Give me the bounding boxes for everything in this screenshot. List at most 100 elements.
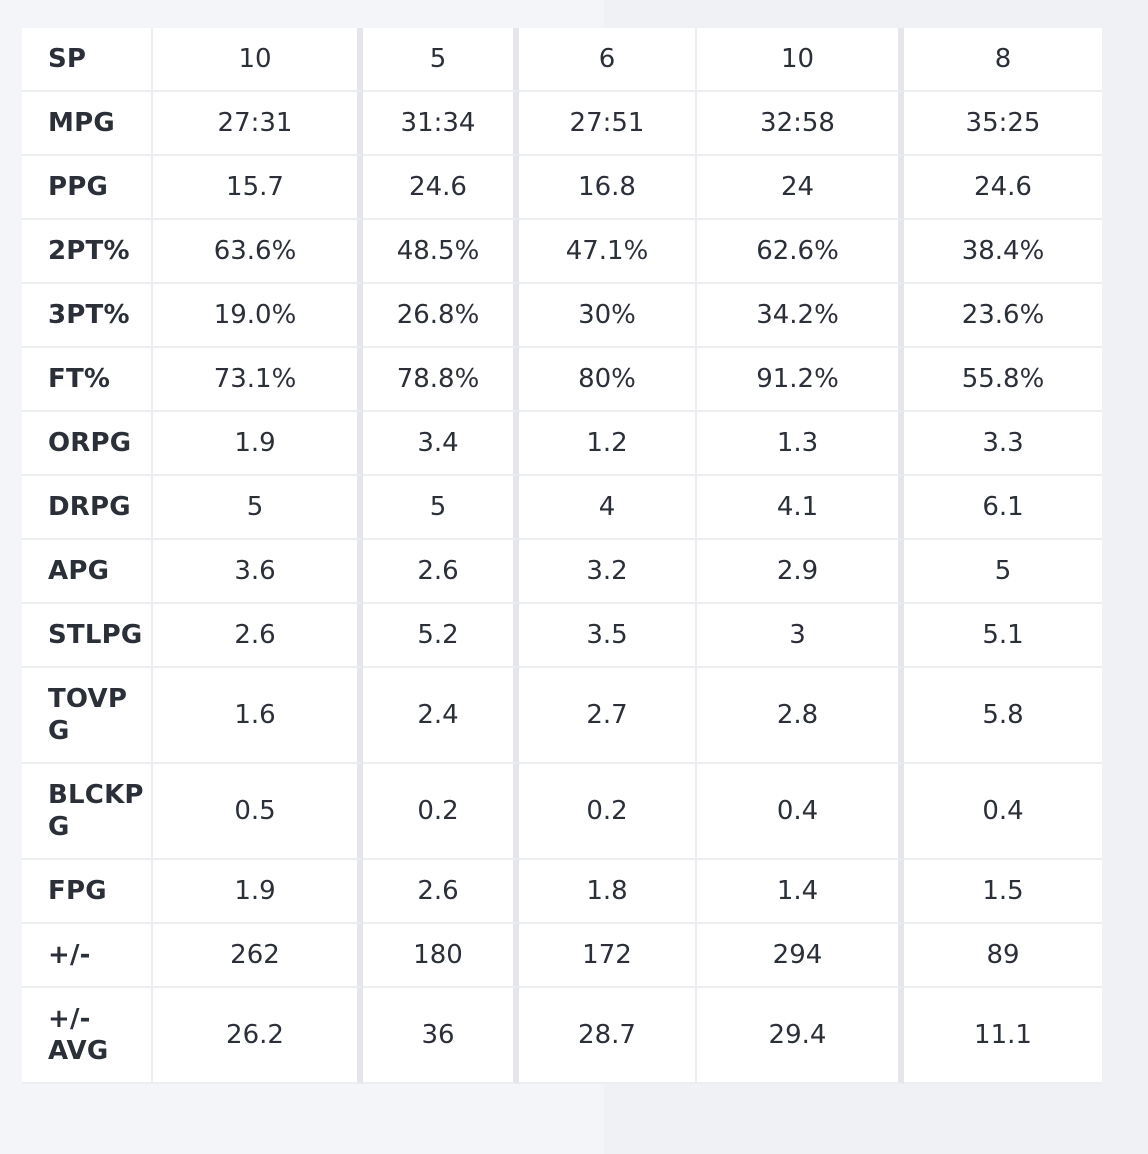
row-label: MPG [22, 92, 153, 156]
table-cell: 1.3 [697, 412, 904, 476]
table-row: FPG 1.9 2.6 1.8 1.4 1.5 [22, 860, 1102, 924]
table-row: SP 10 5 6 10 8 [22, 28, 1102, 92]
table-cell: 30% [519, 284, 697, 348]
row-label: SP [22, 28, 153, 92]
table-cell: 0.5 [153, 764, 363, 860]
table-cell: 1.9 [153, 860, 363, 924]
table-cell: 262 [153, 924, 363, 988]
table-cell: 3.3 [904, 412, 1102, 476]
row-label: FPG [22, 860, 153, 924]
table-cell: 3.2 [519, 540, 697, 604]
table-cell: 26.8% [363, 284, 519, 348]
table-cell: 5 [363, 476, 519, 540]
table-cell: 1.4 [697, 860, 904, 924]
table-cell: 6.1 [904, 476, 1102, 540]
table-cell: 35:25 [904, 92, 1102, 156]
table-cell: 19.0% [153, 284, 363, 348]
table-cell: 2.6 [363, 860, 519, 924]
table-row: APG 3.6 2.6 3.2 2.9 5 [22, 540, 1102, 604]
table-cell: 24 [697, 156, 904, 220]
table-row: +/- 262 180 172 294 89 [22, 924, 1102, 988]
table-row: 2PT% 63.6% 48.5% 47.1% 62.6% 38.4% [22, 220, 1102, 284]
table-cell: 5 [904, 540, 1102, 604]
table-cell: 3.6 [153, 540, 363, 604]
table-cell: 2.9 [697, 540, 904, 604]
table-cell: 0.4 [904, 764, 1102, 860]
table-cell: 294 [697, 924, 904, 988]
row-label: FT% [22, 348, 153, 412]
row-label: PPG [22, 156, 153, 220]
table-cell: 2.6 [153, 604, 363, 668]
stats-table-body: SP 10 5 6 10 8 MPG 27:31 31:34 27:51 32:58 35:25 PPG… [22, 28, 1102, 1084]
table-cell: 55.8% [904, 348, 1102, 412]
table-cell: 80% [519, 348, 697, 412]
table-cell: 36 [363, 988, 519, 1084]
table-cell: 0.4 [697, 764, 904, 860]
table-cell: 5.8 [904, 668, 1102, 764]
table-cell: 1.2 [519, 412, 697, 476]
table-cell: 28.7 [519, 988, 697, 1084]
table-cell: 4.1 [697, 476, 904, 540]
table-cell: 5 [363, 28, 519, 92]
table-cell: 1.5 [904, 860, 1102, 924]
row-label: 2PT% [22, 220, 153, 284]
row-label: APG [22, 540, 153, 604]
table-cell: 78.8% [363, 348, 519, 412]
table-cell: 2.7 [519, 668, 697, 764]
table-cell: 31:34 [363, 92, 519, 156]
table-cell: 23.6% [904, 284, 1102, 348]
table-cell: 3.4 [363, 412, 519, 476]
table-cell: 62.6% [697, 220, 904, 284]
table-cell: 2.8 [697, 668, 904, 764]
table-cell: 5 [153, 476, 363, 540]
table-cell: 1.8 [519, 860, 697, 924]
table-row: DRPG 5 5 4 4.1 6.1 [22, 476, 1102, 540]
table-cell: 27:31 [153, 92, 363, 156]
table-cell: 32:58 [697, 92, 904, 156]
table-cell: 2.4 [363, 668, 519, 764]
table-row: BLCKP G 0.5 0.2 0.2 0.4 0.4 [22, 764, 1102, 860]
table-row: TOVP G 1.6 2.4 2.7 2.8 5.8 [22, 668, 1102, 764]
table-cell: 27:51 [519, 92, 697, 156]
table-row: +/- AVG 26.2 36 28.7 29.4 11.1 [22, 988, 1102, 1084]
table-cell: 5.1 [904, 604, 1102, 668]
table-row: STLPG 2.6 5.2 3.5 3 5.1 [22, 604, 1102, 668]
row-label: STLPG [22, 604, 153, 668]
table-cell: 73.1% [153, 348, 363, 412]
table-cell: 5.2 [363, 604, 519, 668]
table-cell: 0.2 [519, 764, 697, 860]
row-label: ORPG [22, 412, 153, 476]
row-label: 3PT% [22, 284, 153, 348]
row-label: TOVP G [22, 668, 153, 764]
table-cell: 24.6 [904, 156, 1102, 220]
table-cell: 172 [519, 924, 697, 988]
table-row: ORPG 1.9 3.4 1.2 1.3 3.3 [22, 412, 1102, 476]
table-cell: 29.4 [697, 988, 904, 1084]
table-cell: 1.6 [153, 668, 363, 764]
table-cell: 180 [363, 924, 519, 988]
row-label: DRPG [22, 476, 153, 540]
table-cell: 11.1 [904, 988, 1102, 1084]
table-cell: 16.8 [519, 156, 697, 220]
table-row: 3PT% 19.0% 26.8% 30% 34.2% 23.6% [22, 284, 1102, 348]
table-cell: 34.2% [697, 284, 904, 348]
table-cell: 38.4% [904, 220, 1102, 284]
table-row: PPG 15.7 24.6 16.8 24 24.6 [22, 156, 1102, 220]
table-cell: 48.5% [363, 220, 519, 284]
row-label: +/- [22, 924, 153, 988]
table-cell: 47.1% [519, 220, 697, 284]
table-cell: 15.7 [153, 156, 363, 220]
table-cell: 63.6% [153, 220, 363, 284]
table-cell: 89 [904, 924, 1102, 988]
table-cell: 4 [519, 476, 697, 540]
table-cell: 91.2% [697, 348, 904, 412]
table-cell: 10 [697, 28, 904, 92]
table-cell: 8 [904, 28, 1102, 92]
table-row: MPG 27:31 31:34 27:51 32:58 35:25 [22, 92, 1102, 156]
table-cell: 3.5 [519, 604, 697, 668]
row-label: +/- AVG [22, 988, 153, 1084]
table-cell: 2.6 [363, 540, 519, 604]
table-cell: 3 [697, 604, 904, 668]
table-row: FT% 73.1% 78.8% 80% 91.2% 55.8% [22, 348, 1102, 412]
table-cell: 6 [519, 28, 697, 92]
